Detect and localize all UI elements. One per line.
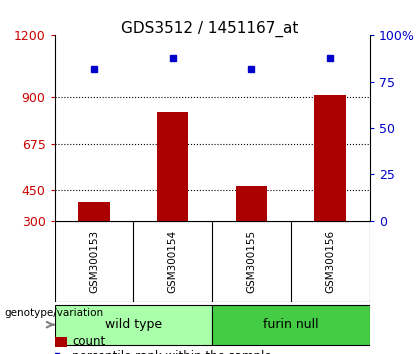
Text: GDS3512 / 1451167_at: GDS3512 / 1451167_at [121, 21, 299, 38]
Text: count: count [72, 336, 105, 348]
Text: furin null: furin null [263, 318, 319, 331]
Text: percentile rank within the sample: percentile rank within the sample [72, 350, 272, 354]
Text: GSM300155: GSM300155 [247, 230, 257, 293]
Text: genotype/variation: genotype/variation [4, 308, 103, 318]
Text: GSM300156: GSM300156 [325, 230, 335, 293]
Text: wild type: wild type [105, 318, 162, 331]
Bar [78, 202, 110, 221]
Bar [315, 95, 346, 221]
Bar [55, 337, 67, 347]
FancyBboxPatch shape [212, 305, 370, 345]
FancyBboxPatch shape [55, 305, 212, 345]
Text: GSM300154: GSM300154 [168, 230, 178, 293]
Bar [157, 112, 189, 221]
Text: GSM300153: GSM300153 [89, 230, 99, 293]
Bar [236, 186, 267, 221]
